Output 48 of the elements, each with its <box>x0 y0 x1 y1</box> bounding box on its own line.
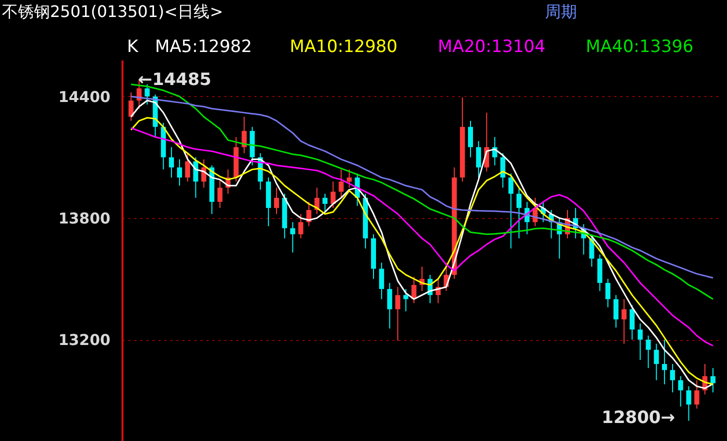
candlestick <box>662 339 667 385</box>
candlestick <box>338 168 344 198</box>
candlestick <box>177 158 182 186</box>
candlestick <box>298 214 304 239</box>
chart-title: 不锈钢2501(013501)<日线> <box>2 2 224 21</box>
candlestick <box>322 193 328 212</box>
line-series <box>130 84 714 300</box>
text: MA5:12982 <box>155 37 252 57</box>
y-tick-label: 13200 <box>58 331 110 350</box>
text: MA40:13396 <box>586 37 694 57</box>
candlestick <box>694 380 700 410</box>
candlestick <box>185 152 190 182</box>
text: MA20:13104 <box>438 37 546 57</box>
text: 周期 <box>545 2 577 21</box>
candlestick <box>128 92 134 122</box>
candlestick <box>144 84 150 106</box>
candlestick <box>670 363 676 393</box>
candlestick <box>476 140 482 178</box>
candlestick <box>395 286 400 342</box>
candlestick <box>290 222 296 254</box>
annotation: ←14485 <box>138 70 212 90</box>
candlestick <box>274 187 280 215</box>
candlestick <box>622 298 627 344</box>
candlestick <box>686 386 692 422</box>
candlestick <box>516 187 522 239</box>
candlestick <box>403 288 408 312</box>
y-tick-label: 13800 <box>58 210 110 228</box>
candlestick <box>613 294 618 328</box>
candlestick <box>379 262 384 300</box>
text: K <box>127 37 139 57</box>
candlestick <box>217 179 222 208</box>
y-tick-label: 14400 <box>58 88 110 106</box>
line-series <box>130 127 714 346</box>
candlestick <box>168 146 174 178</box>
candlestick <box>508 172 514 249</box>
candlestick <box>710 368 716 393</box>
candlestick <box>638 322 643 360</box>
candlestick <box>654 343 659 381</box>
candlestick <box>678 376 684 408</box>
candlestick <box>387 282 392 330</box>
candlestick <box>630 304 635 340</box>
candlestick <box>346 168 352 188</box>
candlestick <box>468 120 473 158</box>
candlestick <box>330 181 336 208</box>
text: MA10:12980 <box>290 37 398 57</box>
candlestick <box>646 335 651 369</box>
candlestick <box>605 278 610 308</box>
annotation: 12800→ <box>602 408 675 428</box>
